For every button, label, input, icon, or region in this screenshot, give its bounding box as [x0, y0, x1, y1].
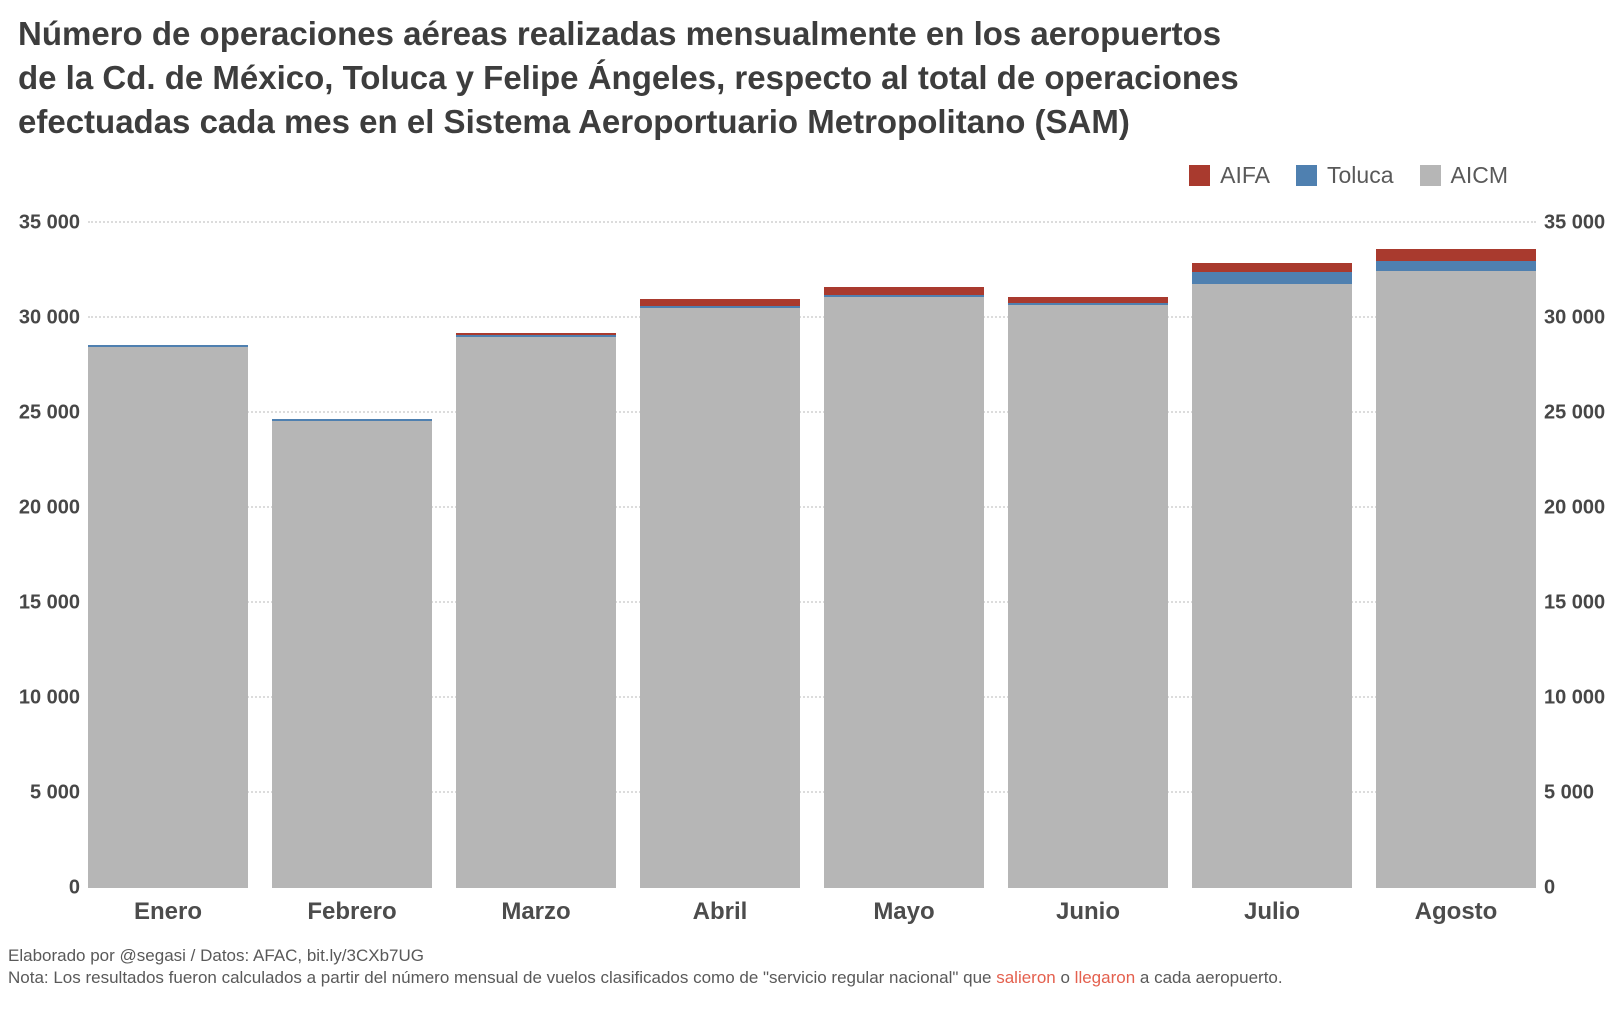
y-tick-label-right: 15 000 — [1544, 591, 1606, 614]
gridline — [88, 221, 1536, 223]
x-tick-label: Agosto — [1414, 898, 1498, 925]
y-tick-label-right: 35 000 — [1544, 211, 1606, 234]
bar-junio — [1008, 297, 1168, 888]
segment-toluca — [1008, 302, 1168, 305]
segment-toluca — [1376, 260, 1536, 271]
y-tick-label-right: 25 000 — [1544, 401, 1606, 424]
x-tick-label: Junio — [1056, 898, 1120, 925]
segment-aicm — [272, 420, 432, 888]
segment-toluca — [456, 335, 616, 337]
legend-label: AIFA — [1220, 161, 1271, 188]
legend-item-aifa: AIFA — [1189, 162, 1270, 189]
x-tick-label: Julio — [1243, 898, 1300, 925]
segment-aicm — [1192, 283, 1352, 888]
y-tick-label-left: 15 000 — [18, 591, 80, 614]
segment-toluca — [640, 306, 800, 309]
x-tick-label: Febrero — [307, 898, 397, 925]
segment-aicm — [640, 308, 800, 888]
segment-aifa — [1192, 262, 1352, 273]
segment-aifa — [1008, 297, 1168, 303]
y-tick-label-left: 5 000 — [29, 781, 80, 804]
x-tick-label: Abril — [692, 898, 748, 925]
footnote-highlight: llegaron — [1074, 968, 1136, 987]
legend-label: AICM — [1450, 161, 1509, 188]
bar-julio — [1192, 262, 1352, 888]
y-tick-label-right: 30 000 — [1544, 306, 1606, 329]
footnote: Nota: Los resultados fueron calculados a… — [8, 967, 1618, 989]
title-line: Número de operaciones aéreas realizadas … — [18, 15, 1222, 52]
segment-aicm — [1008, 304, 1168, 888]
segment-toluca — [1192, 272, 1352, 284]
y-tick-label-left: 30 000 — [18, 306, 80, 329]
segment-aifa — [1376, 248, 1536, 261]
y-tick-label-right: 0 — [1544, 876, 1556, 899]
segment-aifa — [456, 333, 616, 336]
segment-aifa — [640, 299, 800, 307]
legend-swatch-aifa — [1189, 164, 1211, 186]
source-credit: Elaborado por @segasi / Datos: AFAC, bit… — [8, 946, 425, 965]
segment-aicm — [824, 297, 984, 888]
footer: Elaborado por @segasi / Datos: AFAC, bit… — [8, 945, 1618, 989]
segment-aicm — [456, 337, 616, 888]
plot-area — [88, 221, 1536, 888]
x-axis: Enero Febrero Marzo Abril Mayo Junio Julio Agos… — [88, 898, 1536, 926]
bar-enero — [88, 345, 248, 888]
footnote-text: a cada aeropuerto. — [1135, 968, 1283, 987]
bar-marzo — [456, 333, 616, 888]
bar-febrero — [272, 419, 432, 888]
y-tick-label-right: 5 000 — [1544, 781, 1595, 804]
gridline — [88, 411, 1536, 413]
bar-abril — [640, 299, 800, 888]
y-tick-label-left: 0 — [68, 876, 80, 899]
y-tick-label-right: 10 000 — [1544, 686, 1606, 709]
y-tick-label-left: 35 000 — [18, 211, 80, 234]
legend-label: Toluca — [1327, 161, 1394, 188]
title-line: efectuadas cada mes en el Sistema Aeropo… — [18, 103, 1130, 140]
y-tick-label-left: 20 000 — [18, 496, 80, 519]
legend: AIFA Toluca AICM — [0, 160, 1508, 190]
bar-mayo — [824, 287, 984, 888]
legend-item-toluca: Toluca — [1296, 161, 1394, 189]
legend-item-aicm: AICM — [1419, 161, 1509, 189]
bars-container — [88, 223, 1536, 888]
footnote-highlight: salieron — [996, 968, 1056, 987]
y-axis-left: 0 5 000 10 000 15 000 20 000 25 000 30 000 35 0… — [0, 212, 80, 899]
title-line: de la Cd. de México, Toluca y Felipe Áng… — [18, 59, 1239, 96]
gridline — [88, 506, 1536, 508]
chart-title: Número de operaciones aéreas realizadas … — [0, 0, 1624, 144]
y-tick-label-left: 10 000 — [18, 686, 80, 709]
gridline — [88, 791, 1536, 793]
segment-toluca — [88, 345, 248, 347]
y-axis-right: 0 5 000 10 000 15 000 20 000 25 000 30 000 35 0… — [1544, 212, 1624, 899]
segment-aifa — [824, 287, 984, 296]
x-tick-label: Mayo — [873, 898, 935, 925]
x-tick-label: Marzo — [501, 898, 571, 925]
y-tick-label-left: 25 000 — [18, 401, 80, 424]
x-tick-label: Enero — [133, 898, 202, 925]
footnote-text: Nota: Los resultados fueron calculados a… — [8, 968, 997, 987]
gridline — [88, 696, 1536, 698]
footnote-text: o — [1055, 968, 1075, 987]
segment-aicm — [1376, 270, 1536, 888]
segment-toluca — [824, 295, 984, 298]
segment-aicm — [88, 346, 248, 888]
bar-agosto — [1376, 248, 1536, 888]
legend-swatch-aicm — [1419, 164, 1441, 186]
gridline — [88, 601, 1536, 603]
segment-toluca — [272, 419, 432, 421]
legend-swatch-toluca — [1296, 164, 1318, 186]
y-tick-label-right: 20 000 — [1544, 496, 1606, 519]
gridline — [88, 316, 1536, 318]
